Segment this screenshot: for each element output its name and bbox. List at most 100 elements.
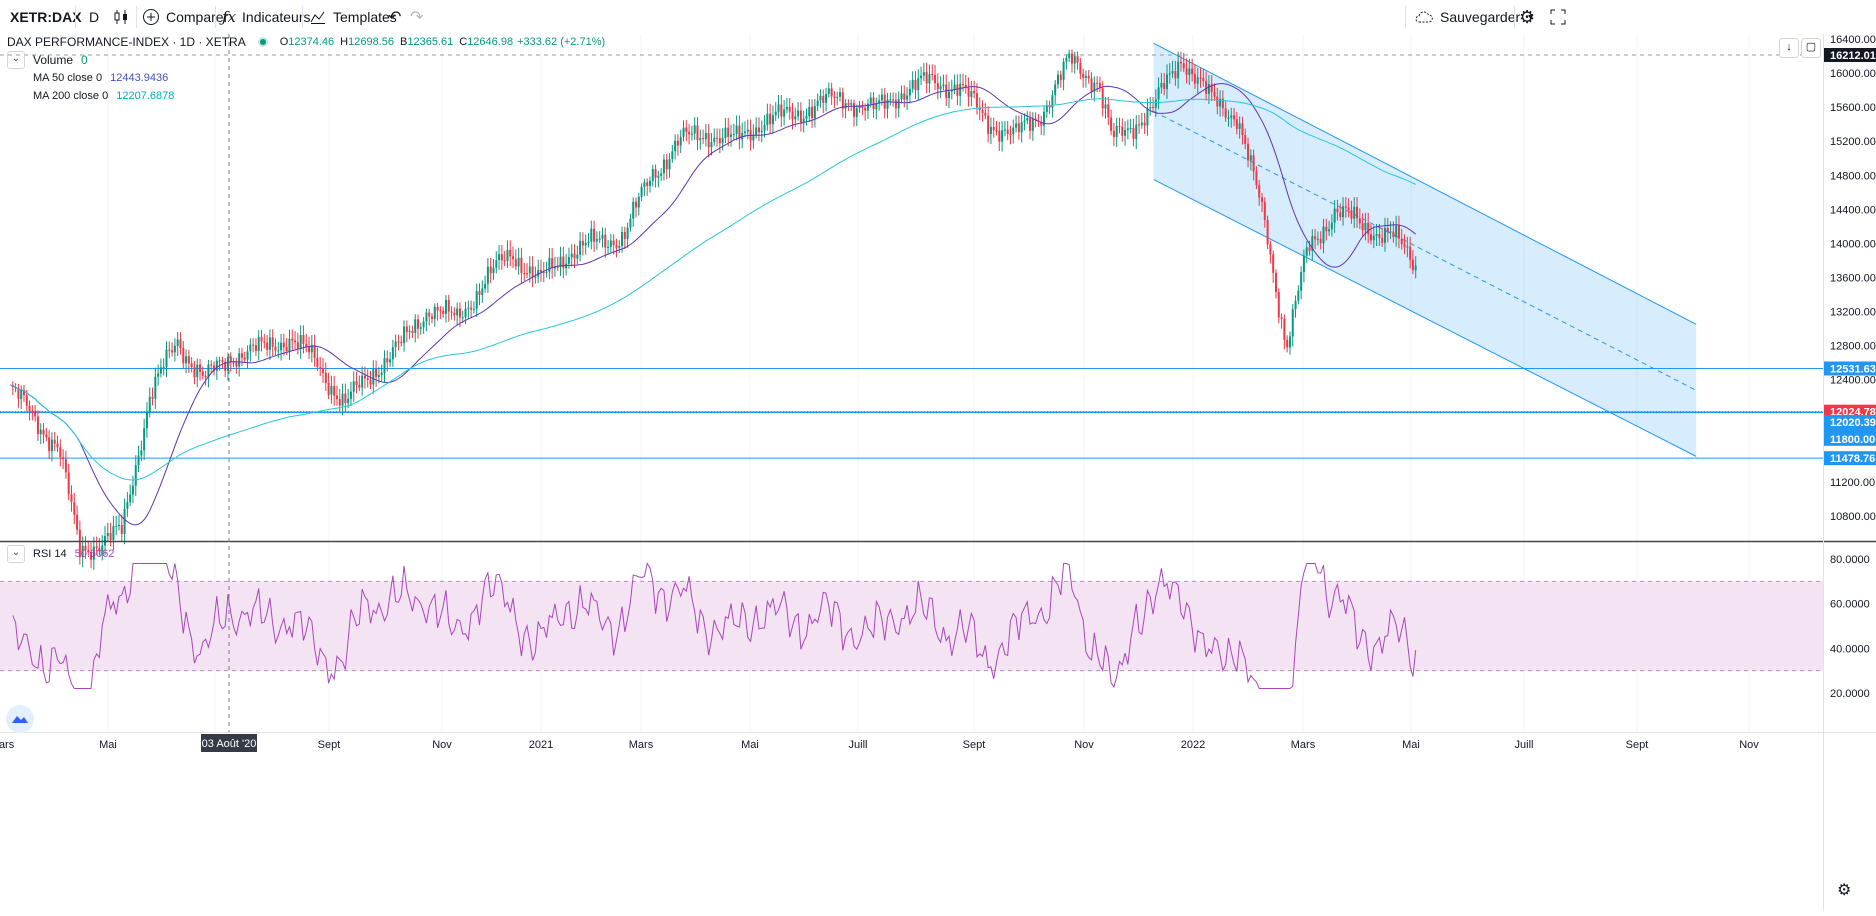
candle-body bbox=[117, 524, 120, 526]
candle-body bbox=[280, 342, 283, 351]
maximize-pane-button[interactable]: ▢ bbox=[1801, 38, 1821, 58]
candle-body bbox=[816, 100, 819, 107]
candle-body bbox=[1090, 78, 1093, 92]
candle-body bbox=[173, 345, 176, 353]
candle-body bbox=[389, 359, 392, 363]
price-tick-label: 16000.00 bbox=[1830, 68, 1876, 80]
candle-body bbox=[140, 450, 143, 456]
candle-body bbox=[70, 494, 73, 502]
candle-body bbox=[36, 416, 39, 434]
price-tick-label: 15600.00 bbox=[1830, 102, 1876, 114]
rsi-legend[interactable]: ⌄ RSI 14 50.6062 bbox=[7, 545, 114, 563]
candle-body bbox=[1297, 290, 1300, 301]
candle-body bbox=[629, 218, 632, 228]
candle-body bbox=[1012, 127, 1015, 135]
templates-icon bbox=[310, 11, 325, 24]
candle-body bbox=[1266, 219, 1269, 245]
symbol-search-button[interactable]: XETR:DAX bbox=[10, 0, 82, 34]
volume-legend[interactable]: ⌄ Volume 0 bbox=[7, 51, 88, 69]
templates-label: Templates bbox=[333, 9, 397, 25]
candle-body bbox=[48, 437, 51, 452]
candle-body bbox=[1135, 124, 1138, 139]
candle-body bbox=[1098, 83, 1101, 89]
save-button[interactable]: Sauvegarder ▾ bbox=[1414, 0, 1533, 34]
indicators-button[interactable]: ƒx Indicateurs bbox=[222, 0, 311, 34]
candle-body bbox=[679, 136, 682, 146]
candle-body bbox=[1311, 236, 1314, 251]
candle-body bbox=[260, 337, 263, 342]
candle-body bbox=[1017, 123, 1020, 133]
candle-body bbox=[1003, 129, 1006, 131]
candle-body bbox=[1392, 231, 1395, 238]
candle-body bbox=[643, 182, 646, 187]
candle-body bbox=[1342, 206, 1345, 218]
price-badge bbox=[1824, 431, 1876, 446]
candle-body bbox=[282, 342, 285, 348]
compare-button[interactable]: Comparer bbox=[142, 0, 228, 34]
candle-body bbox=[349, 391, 352, 399]
scroll-to-date-button[interactable]: ↓ bbox=[1779, 38, 1799, 58]
candle-body bbox=[648, 180, 651, 186]
candle-body bbox=[151, 396, 154, 399]
candle-body bbox=[145, 411, 148, 429]
interval-button[interactable]: D bbox=[86, 0, 102, 34]
candle-body bbox=[1403, 244, 1406, 248]
candle-body bbox=[872, 97, 875, 110]
candle-body bbox=[257, 337, 260, 352]
redo-button[interactable]: ↷ bbox=[410, 0, 423, 34]
candle-body bbox=[528, 266, 531, 274]
price-tick-label: 16400.00 bbox=[1830, 34, 1876, 46]
price-tick-label: 11200.00 bbox=[1830, 477, 1875, 489]
chart-canvas[interactable]: 16400.00 16000.00 15600.00 15200.00 14800.00… bbox=[0, 34, 1876, 911]
ma200-legend[interactable]: MA 200 close 0 12207.6878 bbox=[33, 88, 174, 104]
candle-body bbox=[774, 111, 777, 116]
candle-body bbox=[1132, 127, 1135, 139]
candle-body bbox=[341, 393, 344, 406]
candle-body bbox=[956, 84, 959, 96]
candle-body bbox=[380, 372, 383, 376]
candle-body bbox=[1300, 272, 1303, 291]
candle-body bbox=[123, 508, 126, 534]
candle-body bbox=[556, 266, 559, 268]
chart-area[interactable]: 16400.00 16000.00 15600.00 15200.00 14800.00… bbox=[0, 34, 1876, 911]
legend-low: 12365.61 bbox=[407, 36, 454, 48]
candle-body bbox=[1171, 71, 1174, 74]
candle-body bbox=[783, 109, 786, 117]
candle-body bbox=[1118, 125, 1121, 127]
candle-body bbox=[1191, 68, 1194, 75]
candle-body bbox=[989, 126, 992, 134]
channel-upper bbox=[1153, 42, 1697, 325]
candle-body bbox=[520, 257, 523, 274]
fullscreen-button[interactable] bbox=[1550, 0, 1566, 34]
tradingview-logo[interactable] bbox=[6, 705, 34, 733]
candle-body bbox=[791, 111, 794, 120]
collapse-legend-button[interactable]: ⌄ bbox=[7, 51, 25, 69]
scale-settings-button[interactable]: ⚙ bbox=[1837, 880, 1851, 900]
undo-button[interactable]: ↶ bbox=[388, 0, 401, 34]
candle-body bbox=[707, 132, 710, 148]
candle-body bbox=[769, 113, 772, 125]
candle-body bbox=[310, 345, 313, 353]
candle-body bbox=[98, 547, 101, 552]
candle-body bbox=[1216, 96, 1219, 107]
crosshair-date-label: 03 Août '20 bbox=[202, 738, 257, 750]
candle-body bbox=[461, 317, 464, 319]
time-tick-label: Mai bbox=[741, 739, 759, 751]
candle-body bbox=[215, 360, 218, 371]
candle-body bbox=[875, 103, 878, 110]
settings-button[interactable]: ⚙ bbox=[1519, 0, 1535, 34]
candle-body bbox=[1378, 234, 1381, 238]
ma50-legend[interactable]: MA 50 close 0 12443.9436 bbox=[33, 70, 168, 86]
chart-type-button[interactable] bbox=[112, 0, 130, 34]
rsi-tick-label: 60.0000 bbox=[1830, 599, 1870, 611]
ma200-label: MA 200 close 0 bbox=[33, 90, 109, 102]
candle-body bbox=[553, 266, 556, 269]
candle-body bbox=[414, 319, 417, 333]
time-tick-label: Mai bbox=[99, 739, 117, 751]
candle-body bbox=[263, 341, 266, 343]
collapse-rsi-button[interactable]: ⌄ bbox=[7, 545, 25, 563]
candle-body bbox=[372, 369, 375, 385]
fullscreen-icon bbox=[1550, 9, 1566, 25]
templates-button[interactable]: Templates bbox=[309, 0, 397, 34]
candle-body bbox=[813, 106, 816, 119]
